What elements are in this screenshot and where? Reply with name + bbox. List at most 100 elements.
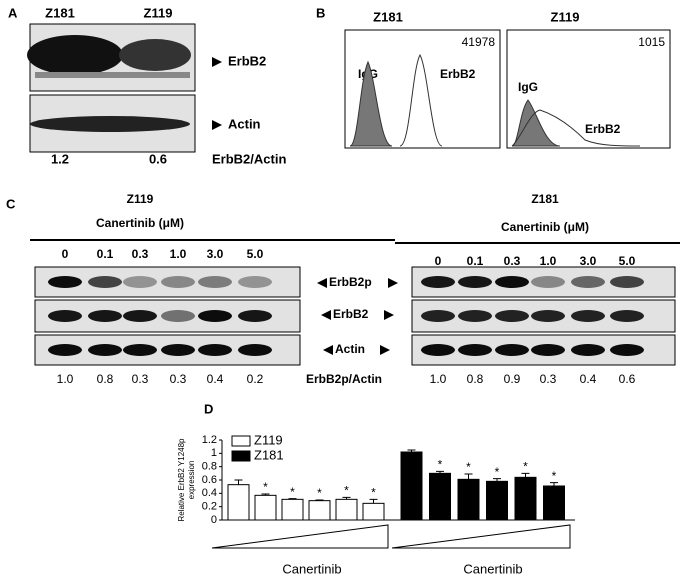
legend-swatch bbox=[231, 435, 251, 447]
band bbox=[119, 39, 191, 71]
band bbox=[88, 310, 122, 322]
y-tick-label: 0.8 bbox=[202, 461, 217, 473]
significance-mark: * bbox=[290, 485, 295, 499]
sample-label: Z181 bbox=[531, 192, 559, 206]
ratio: 0.3 bbox=[170, 372, 187, 386]
histogram-frame bbox=[506, 29, 671, 149]
band bbox=[238, 276, 272, 288]
x-axis-title: Canertinib bbox=[463, 561, 522, 576]
band bbox=[48, 310, 82, 322]
band-label: ErbB2 bbox=[228, 53, 266, 68]
band bbox=[88, 344, 122, 356]
arrow bbox=[212, 120, 222, 130]
band bbox=[458, 310, 492, 322]
dose-label: 1.0 bbox=[170, 247, 187, 261]
band bbox=[27, 35, 123, 75]
band bbox=[30, 116, 190, 132]
error-bar bbox=[464, 473, 473, 480]
dose-label: 3.0 bbox=[207, 247, 224, 261]
error-bar bbox=[288, 498, 297, 500]
dose-label: 0 bbox=[435, 254, 442, 268]
band bbox=[161, 310, 195, 322]
marker-histogram bbox=[399, 53, 443, 147]
band bbox=[421, 276, 455, 288]
panel-label: D bbox=[204, 401, 213, 416]
ratio: 0.8 bbox=[97, 372, 114, 386]
marker-histogram bbox=[511, 109, 641, 147]
arrow bbox=[323, 345, 333, 355]
ratio: 1.0 bbox=[57, 372, 74, 386]
bar bbox=[308, 500, 331, 521]
ratio: 0.6 bbox=[149, 151, 167, 166]
panel-label: C bbox=[6, 196, 16, 211]
significance-mark: * bbox=[263, 480, 268, 494]
band bbox=[571, 344, 605, 356]
band bbox=[161, 344, 195, 356]
band bbox=[610, 310, 644, 322]
histogram-label: ErbB2 bbox=[440, 67, 476, 81]
band bbox=[610, 344, 644, 356]
band bbox=[495, 310, 529, 322]
bar bbox=[254, 494, 277, 521]
arrow bbox=[212, 57, 222, 67]
ratio-label: ErbB2p/Actin bbox=[306, 372, 382, 386]
ratio: 0.8 bbox=[467, 372, 484, 386]
error-bar bbox=[369, 498, 378, 504]
mfi-value: 41978 bbox=[462, 35, 496, 49]
band bbox=[123, 310, 157, 322]
bar bbox=[400, 451, 423, 521]
band bbox=[458, 276, 492, 288]
error-bar bbox=[261, 493, 270, 496]
band bbox=[123, 276, 157, 288]
band bbox=[238, 344, 272, 356]
band bbox=[495, 276, 529, 288]
band bbox=[531, 310, 565, 322]
significance-mark: * bbox=[317, 486, 322, 500]
band bbox=[571, 310, 605, 322]
bar bbox=[281, 498, 304, 521]
treatment-label: Canertinib (μM) bbox=[501, 220, 589, 234]
dose-label: 0.3 bbox=[504, 254, 521, 268]
error-bar bbox=[407, 449, 416, 452]
band bbox=[610, 276, 644, 288]
y-tick-label: 0.6 bbox=[202, 474, 217, 486]
band bbox=[495, 344, 529, 356]
bar bbox=[429, 472, 451, 521]
x-axis-title: Canertinib bbox=[282, 561, 341, 576]
band bbox=[48, 344, 82, 356]
histogram-label: IgG bbox=[518, 80, 538, 94]
error-bar bbox=[436, 470, 444, 474]
dose-label: 5.0 bbox=[247, 247, 264, 261]
band bbox=[421, 310, 455, 322]
y-axis-title: Relative ErbB2 Y1248pexpression bbox=[177, 438, 196, 522]
sample-label: Z119 bbox=[127, 192, 154, 206]
dose-label: 1.0 bbox=[540, 254, 557, 268]
error-bar bbox=[315, 499, 324, 501]
arrow bbox=[317, 278, 327, 288]
band bbox=[238, 310, 272, 322]
band bbox=[198, 310, 232, 322]
ratio: 0.3 bbox=[132, 372, 149, 386]
y-axis-title-line: expression bbox=[187, 461, 196, 500]
error-bar bbox=[550, 482, 558, 486]
ratio: 0.4 bbox=[207, 372, 224, 386]
dose-label: 0.3 bbox=[132, 247, 149, 261]
band-label: ErbB2p bbox=[329, 275, 372, 289]
band-label: ErbB2 bbox=[333, 307, 369, 321]
band bbox=[123, 344, 157, 356]
band bbox=[531, 276, 565, 288]
ratio-label: ErbB2/Actin bbox=[212, 151, 286, 166]
band bbox=[531, 344, 565, 356]
ratio: 0.2 bbox=[247, 372, 264, 386]
ratio: 0.6 bbox=[619, 372, 636, 386]
significance-mark: * bbox=[438, 458, 443, 472]
arrow bbox=[380, 345, 390, 355]
error-bar bbox=[342, 496, 351, 500]
band bbox=[161, 276, 195, 288]
y-tick-label: 1.2 bbox=[202, 434, 217, 446]
error-bar bbox=[521, 472, 530, 478]
dose-triangle bbox=[211, 524, 389, 549]
isotype-histogram bbox=[349, 60, 393, 147]
sample-label: Z181 bbox=[373, 9, 403, 24]
ratio: 0.3 bbox=[540, 372, 557, 386]
